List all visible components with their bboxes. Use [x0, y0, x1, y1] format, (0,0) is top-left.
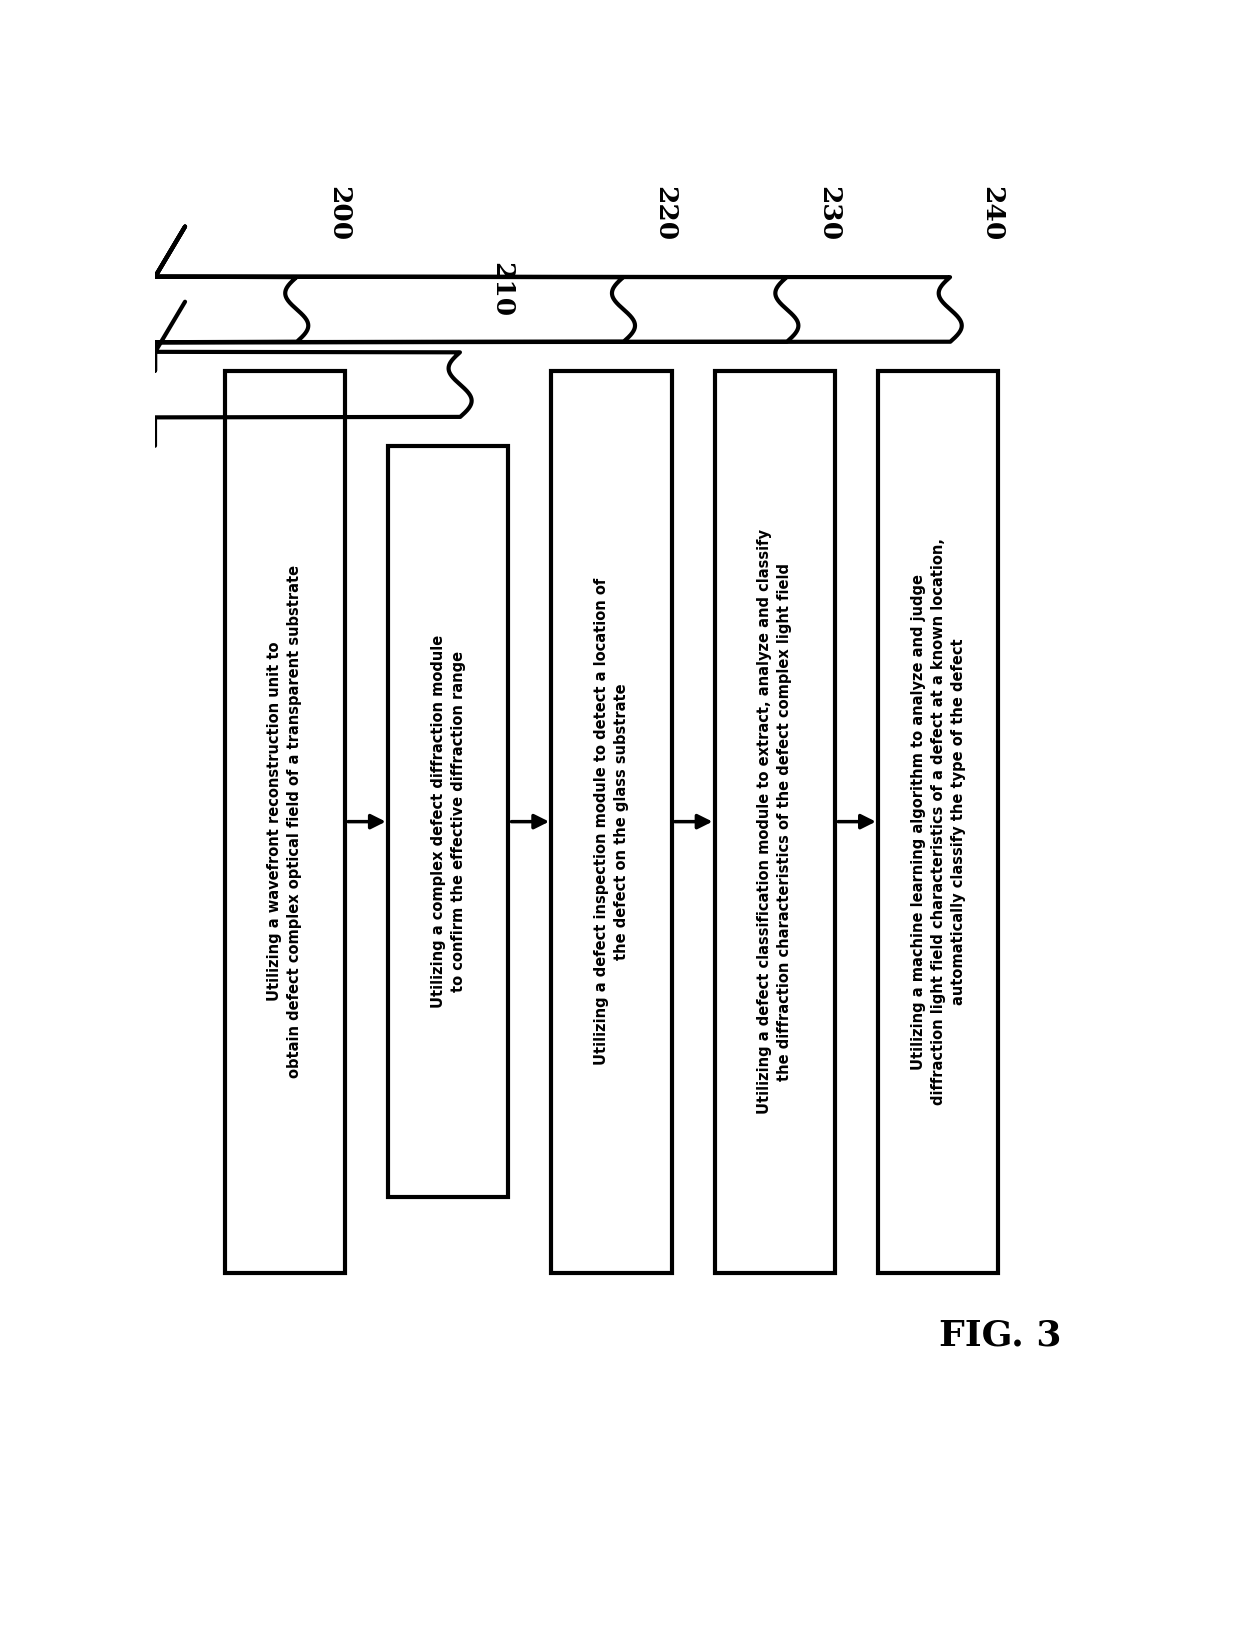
- Bar: [714, 371, 835, 1272]
- Text: 220: 220: [652, 187, 677, 241]
- Text: Utilizing a defect inspection module to detect a location of
the defect on the g: Utilizing a defect inspection module to …: [594, 578, 629, 1066]
- Text: FIG. 3: FIG. 3: [940, 1318, 1061, 1352]
- Bar: [552, 371, 672, 1272]
- Bar: [878, 371, 998, 1272]
- Text: 200: 200: [326, 187, 351, 241]
- Bar: [224, 371, 345, 1272]
- Text: 230: 230: [816, 187, 841, 241]
- Bar: [388, 446, 508, 1197]
- Text: 210: 210: [490, 262, 515, 317]
- Text: 240: 240: [980, 187, 1004, 242]
- Text: Utilizing a wavefront reconstruction unit to
obtain defect complex optical field: Utilizing a wavefront reconstruction uni…: [268, 565, 303, 1079]
- Text: Utilizing a machine learning algorithm to analyze and judge
diffraction light fi: Utilizing a machine learning algorithm t…: [911, 539, 966, 1105]
- Text: Utilizing a defect classification module to extract, analyze and classify
the di: Utilizing a defect classification module…: [758, 529, 792, 1114]
- Text: Utilizing a complex defect diffraction module
to confirm the effective diffracti: Utilizing a complex defect diffraction m…: [430, 635, 465, 1009]
